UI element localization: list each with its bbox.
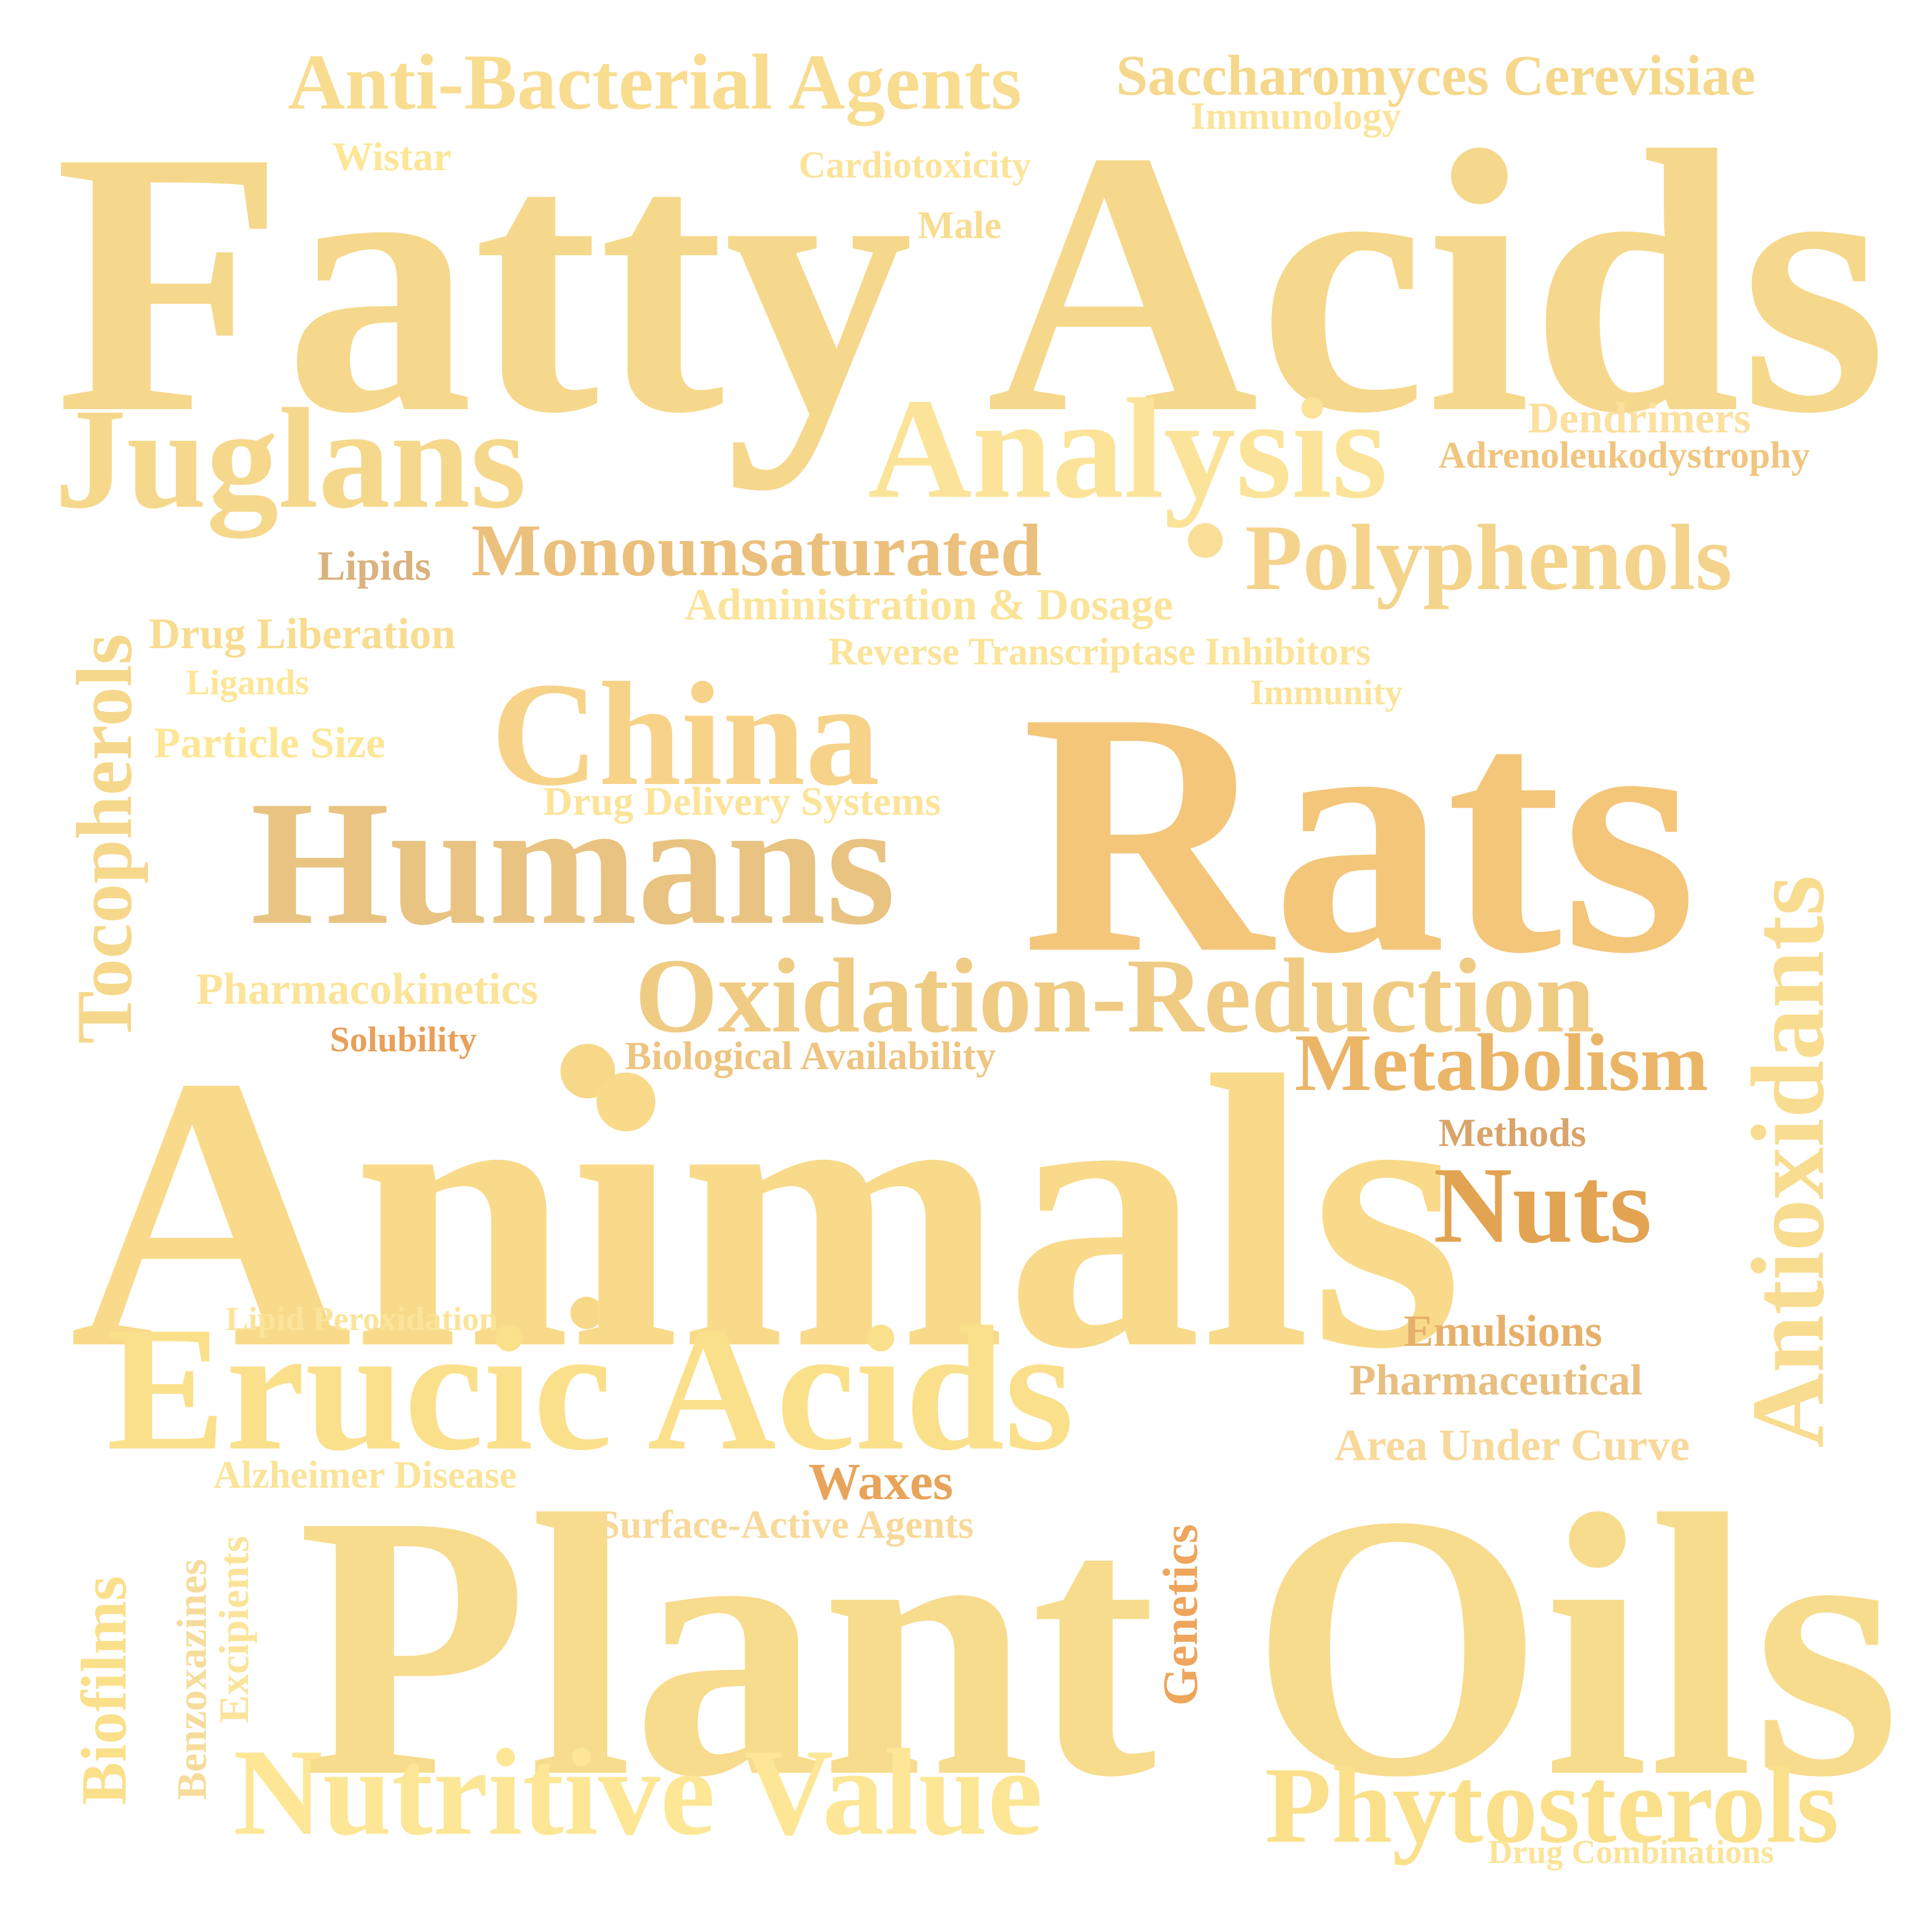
word-area-under-curve: Area Under Curve: [1334, 1421, 1690, 1470]
word-lipid-peroxidation: Lipid Peroxidation: [226, 1300, 498, 1337]
word-excipients: Excipients: [211, 1536, 257, 1723]
word-biofilms: Biofilms: [68, 1575, 140, 1805]
word-saccharomyces-cerevisiae: Saccharomyces Cerevisiae: [1116, 44, 1756, 107]
word-waxes: Waxes: [809, 1452, 953, 1510]
word-oxidation-reduction: Oxidation-Reduction: [635, 936, 1595, 1055]
decorative-dot: [570, 1297, 603, 1329]
word-genetics: Genetics: [1153, 1524, 1208, 1706]
word-adrenoleukodystrophy: Adrenoleukodystrophy: [1438, 434, 1810, 476]
word-phytosterols: Phytosterols: [1265, 1745, 1839, 1866]
word-drug-delivery-systems: Drug Delivery Systems: [543, 779, 941, 824]
word-alzheimer-disease: Alzheimer Disease: [213, 1453, 517, 1496]
word-antioxidants: Antioxidants: [1731, 875, 1846, 1448]
word-erucic-acids: Erucic Acids: [107, 1289, 1074, 1487]
word-cardiotoxicity: Cardiotoxicity: [799, 144, 1031, 186]
word-ligands: Ligands: [186, 663, 310, 702]
word-reverse-transcriptase-inhibitors: Reverse Transcriptase Inhibitors: [828, 630, 1371, 673]
word-metabolism: Metabolism: [1295, 1017, 1709, 1108]
word-china: China: [491, 652, 880, 816]
word-tocopherols: Tocopherols: [60, 634, 148, 1044]
word-emulsions: Emulsions: [1404, 1307, 1603, 1356]
word-analysis: Analysis: [868, 369, 1388, 528]
word-juglans: Juglans: [55, 379, 526, 538]
word-surface-active-agents: Surface-Active Agents: [598, 1503, 974, 1547]
decorative-dot: [561, 1044, 615, 1098]
word-polyphenols: Polyphenols: [1245, 506, 1732, 610]
word-immunity: Immunity: [1250, 672, 1403, 712]
word-methods: Methods: [1438, 1111, 1586, 1155]
word-plant-oils: Plant Oils: [298, 1438, 1900, 1855]
word-solubility: Solubility: [330, 1020, 477, 1059]
word-drug-combinations: Drug Combinations: [1488, 1833, 1774, 1871]
word-lipids: Lipids: [317, 543, 431, 589]
decorative-dot: [1188, 523, 1223, 558]
word-immunology: Immunology: [1190, 94, 1401, 137]
word-biological-availability: Biological Availability: [625, 1034, 996, 1078]
word-drug-liberation: Drug Liberation: [149, 610, 456, 658]
word-male: Male: [918, 203, 1001, 246]
word-wistar: Wistar: [332, 134, 451, 179]
word-anti-bacterial-agents: Anti-Bacterial Agents: [288, 38, 1022, 126]
word-pharmaceutical: Pharmaceutical: [1349, 1356, 1643, 1404]
word-benzoxazines: Benzoxazines: [169, 1559, 215, 1800]
word-humans: Humans: [250, 764, 896, 962]
word-administration-dosage: Administration & Dosage: [685, 580, 1173, 629]
word-animals: Animals: [69, 995, 1463, 1429]
word-fatty-acids: Fatty Acids: [55, 74, 1887, 491]
word-nuts: Nuts: [1433, 1145, 1652, 1266]
word-rats: Rats: [1022, 641, 1697, 1025]
word-particle-size: Particle Size: [154, 719, 385, 767]
word-dendrimers: Dendrimers: [1528, 394, 1751, 442]
word-pharmacokinetics: Pharmacokinetics: [196, 965, 538, 1014]
word-nutritive-value: Nutritive Value: [233, 1724, 1043, 1861]
word-monounsaturated: Monounsaturated: [471, 509, 1042, 592]
